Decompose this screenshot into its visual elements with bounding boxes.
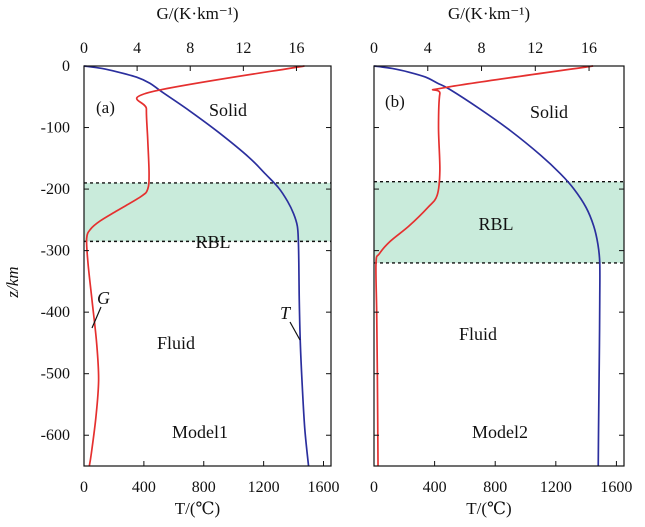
panel-b-gradient-tick-label: 8 bbox=[478, 40, 486, 57]
panel-b-gradient-tick-label: 4 bbox=[424, 40, 432, 57]
panel-a-g-annotation: G bbox=[97, 288, 110, 308]
panel-b-gradient-tick-label: 12 bbox=[527, 40, 543, 57]
panel-b-temperature-tick-label: 0 bbox=[370, 479, 378, 496]
y-tick-label: -400 bbox=[41, 304, 70, 321]
y-tick-label: 0 bbox=[62, 58, 70, 75]
panel-b-gradient-tick-label: 0 bbox=[370, 40, 378, 57]
y-tick-label: -200 bbox=[41, 181, 70, 198]
panel-a-gradient-tick-label: 12 bbox=[235, 40, 251, 57]
tick-layer bbox=[83, 65, 624, 466]
panel-b-temperature-tick-label: 1600 bbox=[600, 479, 632, 496]
panel-b-model-label: Model2 bbox=[472, 422, 528, 442]
panel-b-top-axis-title: G/(K·km⁻¹) bbox=[448, 4, 530, 23]
panel-b-gradient-tick-label: 16 bbox=[581, 40, 597, 57]
panel-a-bottom-axis-title: T/(℃) bbox=[175, 499, 220, 518]
curve-layer bbox=[83, 65, 601, 467]
panel-a-gradient-tick-label: 16 bbox=[288, 40, 304, 57]
panel-b-temperature-tick-label: 1200 bbox=[540, 479, 572, 496]
panel-a-t-leader-line bbox=[289, 321, 301, 341]
panel-a-gradient-tick-label: 4 bbox=[133, 40, 141, 57]
panel-b-temperature-curve bbox=[373, 65, 601, 467]
y-tick-label: -600 bbox=[41, 427, 70, 444]
panel-a-g-leader-line bbox=[91, 306, 102, 329]
panel-b-bottom-axis-title: T/(℃) bbox=[466, 499, 511, 518]
panel-a-gradient-tick-label: 8 bbox=[186, 40, 194, 57]
y-axis-title: z/km bbox=[3, 266, 22, 298]
panel-b-fluid-label: Fluid bbox=[459, 324, 497, 344]
frame-layer bbox=[83, 65, 625, 467]
panel-a-frame bbox=[83, 65, 332, 467]
panel-a-gradient-curve bbox=[85, 65, 305, 467]
panel-a-gradient-tick-label: 0 bbox=[80, 40, 88, 57]
panel-b-label: (b) bbox=[385, 92, 405, 111]
panel-b-rbl-band bbox=[374, 181, 624, 263]
panel-b-solid-label: Solid bbox=[530, 102, 568, 122]
panel-a-temperature-tick-label: 400 bbox=[132, 479, 156, 496]
panel-a-label: (a) bbox=[96, 98, 115, 117]
panel-a-t-annotation: T bbox=[280, 303, 292, 323]
panel-a-rbl-band bbox=[84, 182, 331, 242]
panel-a-model-label: Model1 bbox=[172, 422, 228, 442]
panel-a-rbl-label: RBL bbox=[195, 232, 230, 252]
y-tick-label: -300 bbox=[41, 243, 70, 260]
panel-b-rbl-label: RBL bbox=[478, 214, 513, 234]
rbl-layer bbox=[84, 180, 624, 264]
panel-a-top-axis-title: G/(K·km⁻¹) bbox=[156, 4, 238, 23]
panel-a-temperature-curve bbox=[83, 65, 310, 467]
panel-a-temperature-tick-label: 1600 bbox=[308, 479, 340, 496]
panel-b-temperature-tick-label: 800 bbox=[483, 479, 507, 496]
y-tick-label: -100 bbox=[41, 120, 70, 137]
panel-a-temperature-tick-label: 1200 bbox=[248, 479, 280, 496]
panel-a-temperature-tick-label: 0 bbox=[80, 479, 88, 496]
panel-b-temperature-tick-label: 400 bbox=[423, 479, 447, 496]
panel-a-solid-label: Solid bbox=[209, 100, 247, 120]
panel-a-fluid-label: Fluid bbox=[157, 333, 195, 353]
panel-a-temperature-tick-label: 800 bbox=[192, 479, 216, 496]
panel-b-frame bbox=[373, 65, 625, 467]
panel-b-gradient-curve bbox=[375, 65, 594, 467]
y-tick-label: -500 bbox=[41, 366, 70, 383]
